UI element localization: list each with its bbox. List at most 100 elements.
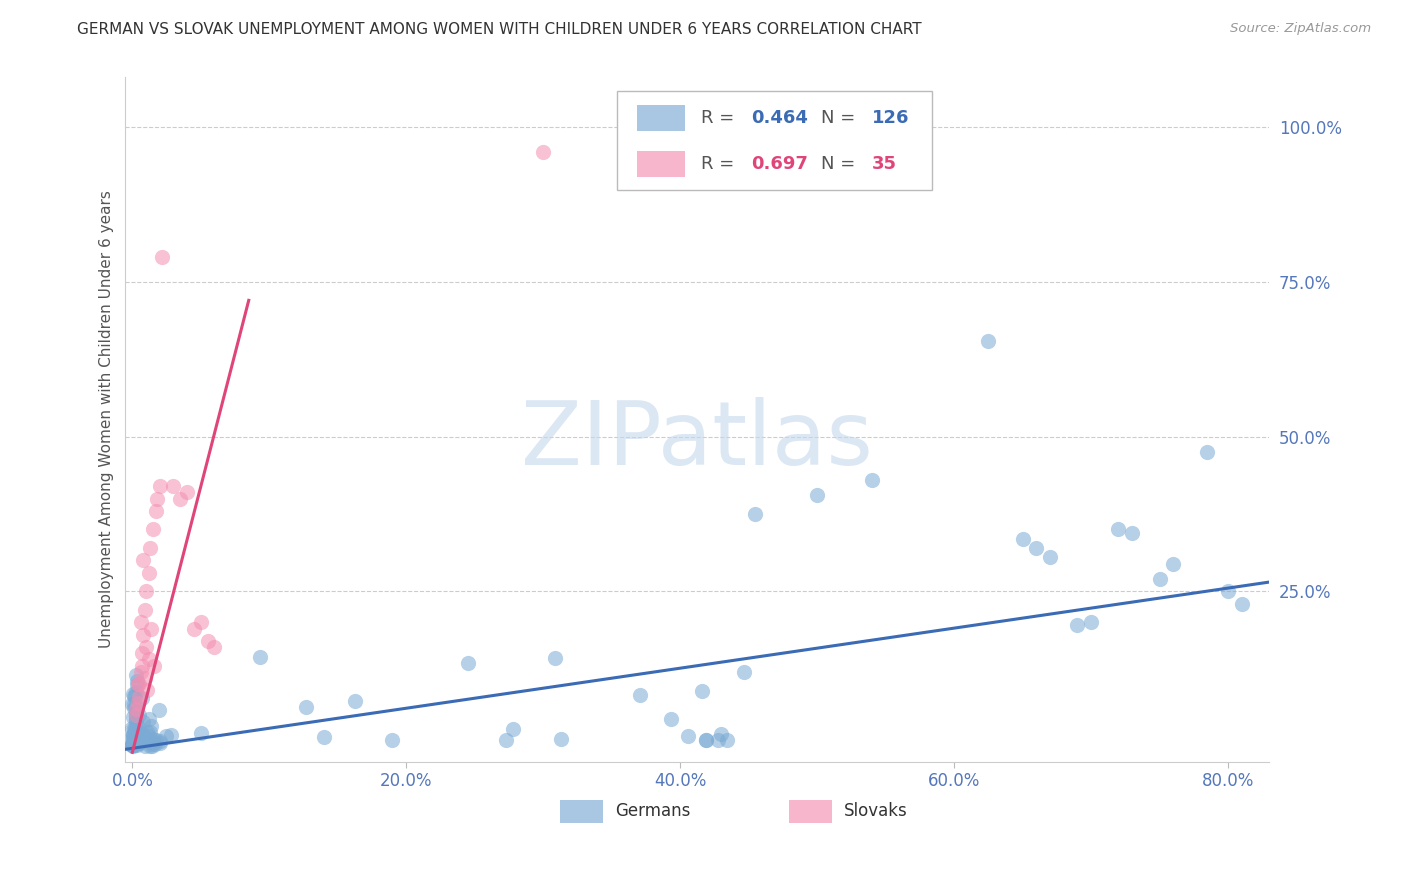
Point [139, 719, 162, 733]
Point [138, 739, 160, 753]
Point [125, 714, 148, 729]
Point [690, 684, 713, 698]
Text: 0.464: 0.464 [751, 109, 808, 127]
Point [122, 739, 145, 753]
Point [707, 733, 730, 747]
Point [124, 729, 146, 743]
Point [138, 729, 160, 743]
Point [128, 726, 150, 740]
Point [141, 622, 163, 636]
Point [977, 334, 1000, 348]
FancyBboxPatch shape [617, 91, 932, 190]
Point [710, 727, 733, 741]
Point [152, 250, 174, 264]
Point [502, 722, 524, 736]
Point [125, 708, 148, 723]
Point [733, 665, 755, 680]
Text: ZIPatlas: ZIPatlas [522, 397, 873, 483]
Point [135, 732, 157, 747]
Point [122, 736, 145, 750]
Y-axis label: Unemployment Among Women with Children Under 6 years: Unemployment Among Women with Children U… [100, 191, 114, 648]
Point [122, 732, 145, 747]
Point [125, 705, 148, 719]
Point [122, 689, 145, 703]
Point [1121, 525, 1143, 540]
Point [136, 683, 159, 698]
Text: R =: R = [700, 155, 740, 173]
Point [125, 722, 148, 736]
Point [124, 725, 146, 739]
Text: Germans: Germans [614, 802, 690, 820]
Text: 35: 35 [872, 155, 897, 173]
Point [142, 523, 165, 537]
Point [122, 731, 145, 746]
Point [122, 734, 145, 748]
Point [121, 698, 143, 712]
Text: 0.697: 0.697 [751, 155, 808, 173]
Point [169, 491, 191, 506]
Point [125, 729, 148, 743]
Point [125, 725, 148, 739]
Point [128, 731, 150, 745]
Point [149, 479, 172, 493]
Point [1230, 597, 1253, 611]
Point [125, 713, 148, 727]
Point [125, 724, 148, 739]
Point [121, 728, 143, 742]
Point [183, 622, 205, 636]
Point [129, 665, 152, 679]
Point [138, 652, 160, 666]
Point [128, 726, 150, 740]
Point [149, 734, 172, 748]
Point [132, 553, 155, 567]
Point [176, 485, 198, 500]
Point [141, 737, 163, 751]
Text: R =: R = [700, 109, 740, 127]
Point [197, 634, 219, 648]
Point [121, 737, 143, 751]
Point [129, 615, 152, 630]
Point [312, 730, 335, 744]
Point [124, 735, 146, 749]
Point [695, 733, 717, 747]
Point [190, 615, 212, 630]
Point [806, 488, 828, 502]
Point [122, 728, 145, 742]
Point [145, 733, 167, 747]
Point [124, 721, 146, 735]
Point [544, 651, 567, 665]
Point [127, 738, 149, 752]
Point [131, 727, 153, 741]
Point [131, 646, 153, 660]
Point [128, 677, 150, 691]
Point [1066, 618, 1088, 632]
Point [125, 685, 148, 699]
Point [129, 732, 152, 747]
Point [122, 700, 145, 714]
Text: Slovaks: Slovaks [844, 802, 907, 820]
Bar [560, 800, 603, 823]
Point [128, 735, 150, 749]
Point [128, 736, 150, 750]
Point [138, 724, 160, 739]
Point [122, 697, 145, 711]
Point [142, 734, 165, 748]
Point [132, 628, 155, 642]
Point [127, 723, 149, 738]
Point [124, 707, 146, 722]
Point [204, 640, 226, 654]
Point [695, 733, 717, 747]
Point [134, 671, 156, 685]
Point [343, 694, 366, 708]
Point [716, 733, 738, 747]
Point [125, 733, 148, 747]
Point [1107, 523, 1129, 537]
Point [122, 738, 145, 752]
Text: GERMAN VS SLOVAK UNEMPLOYMENT AMONG WOMEN WITH CHILDREN UNDER 6 YEARS CORRELATIO: GERMAN VS SLOVAK UNEMPLOYMENT AMONG WOME… [77, 22, 922, 37]
Point [628, 688, 651, 702]
Point [1080, 615, 1102, 630]
Point [1039, 550, 1062, 565]
Point [121, 688, 143, 702]
Point [495, 733, 517, 747]
Point [125, 729, 148, 743]
